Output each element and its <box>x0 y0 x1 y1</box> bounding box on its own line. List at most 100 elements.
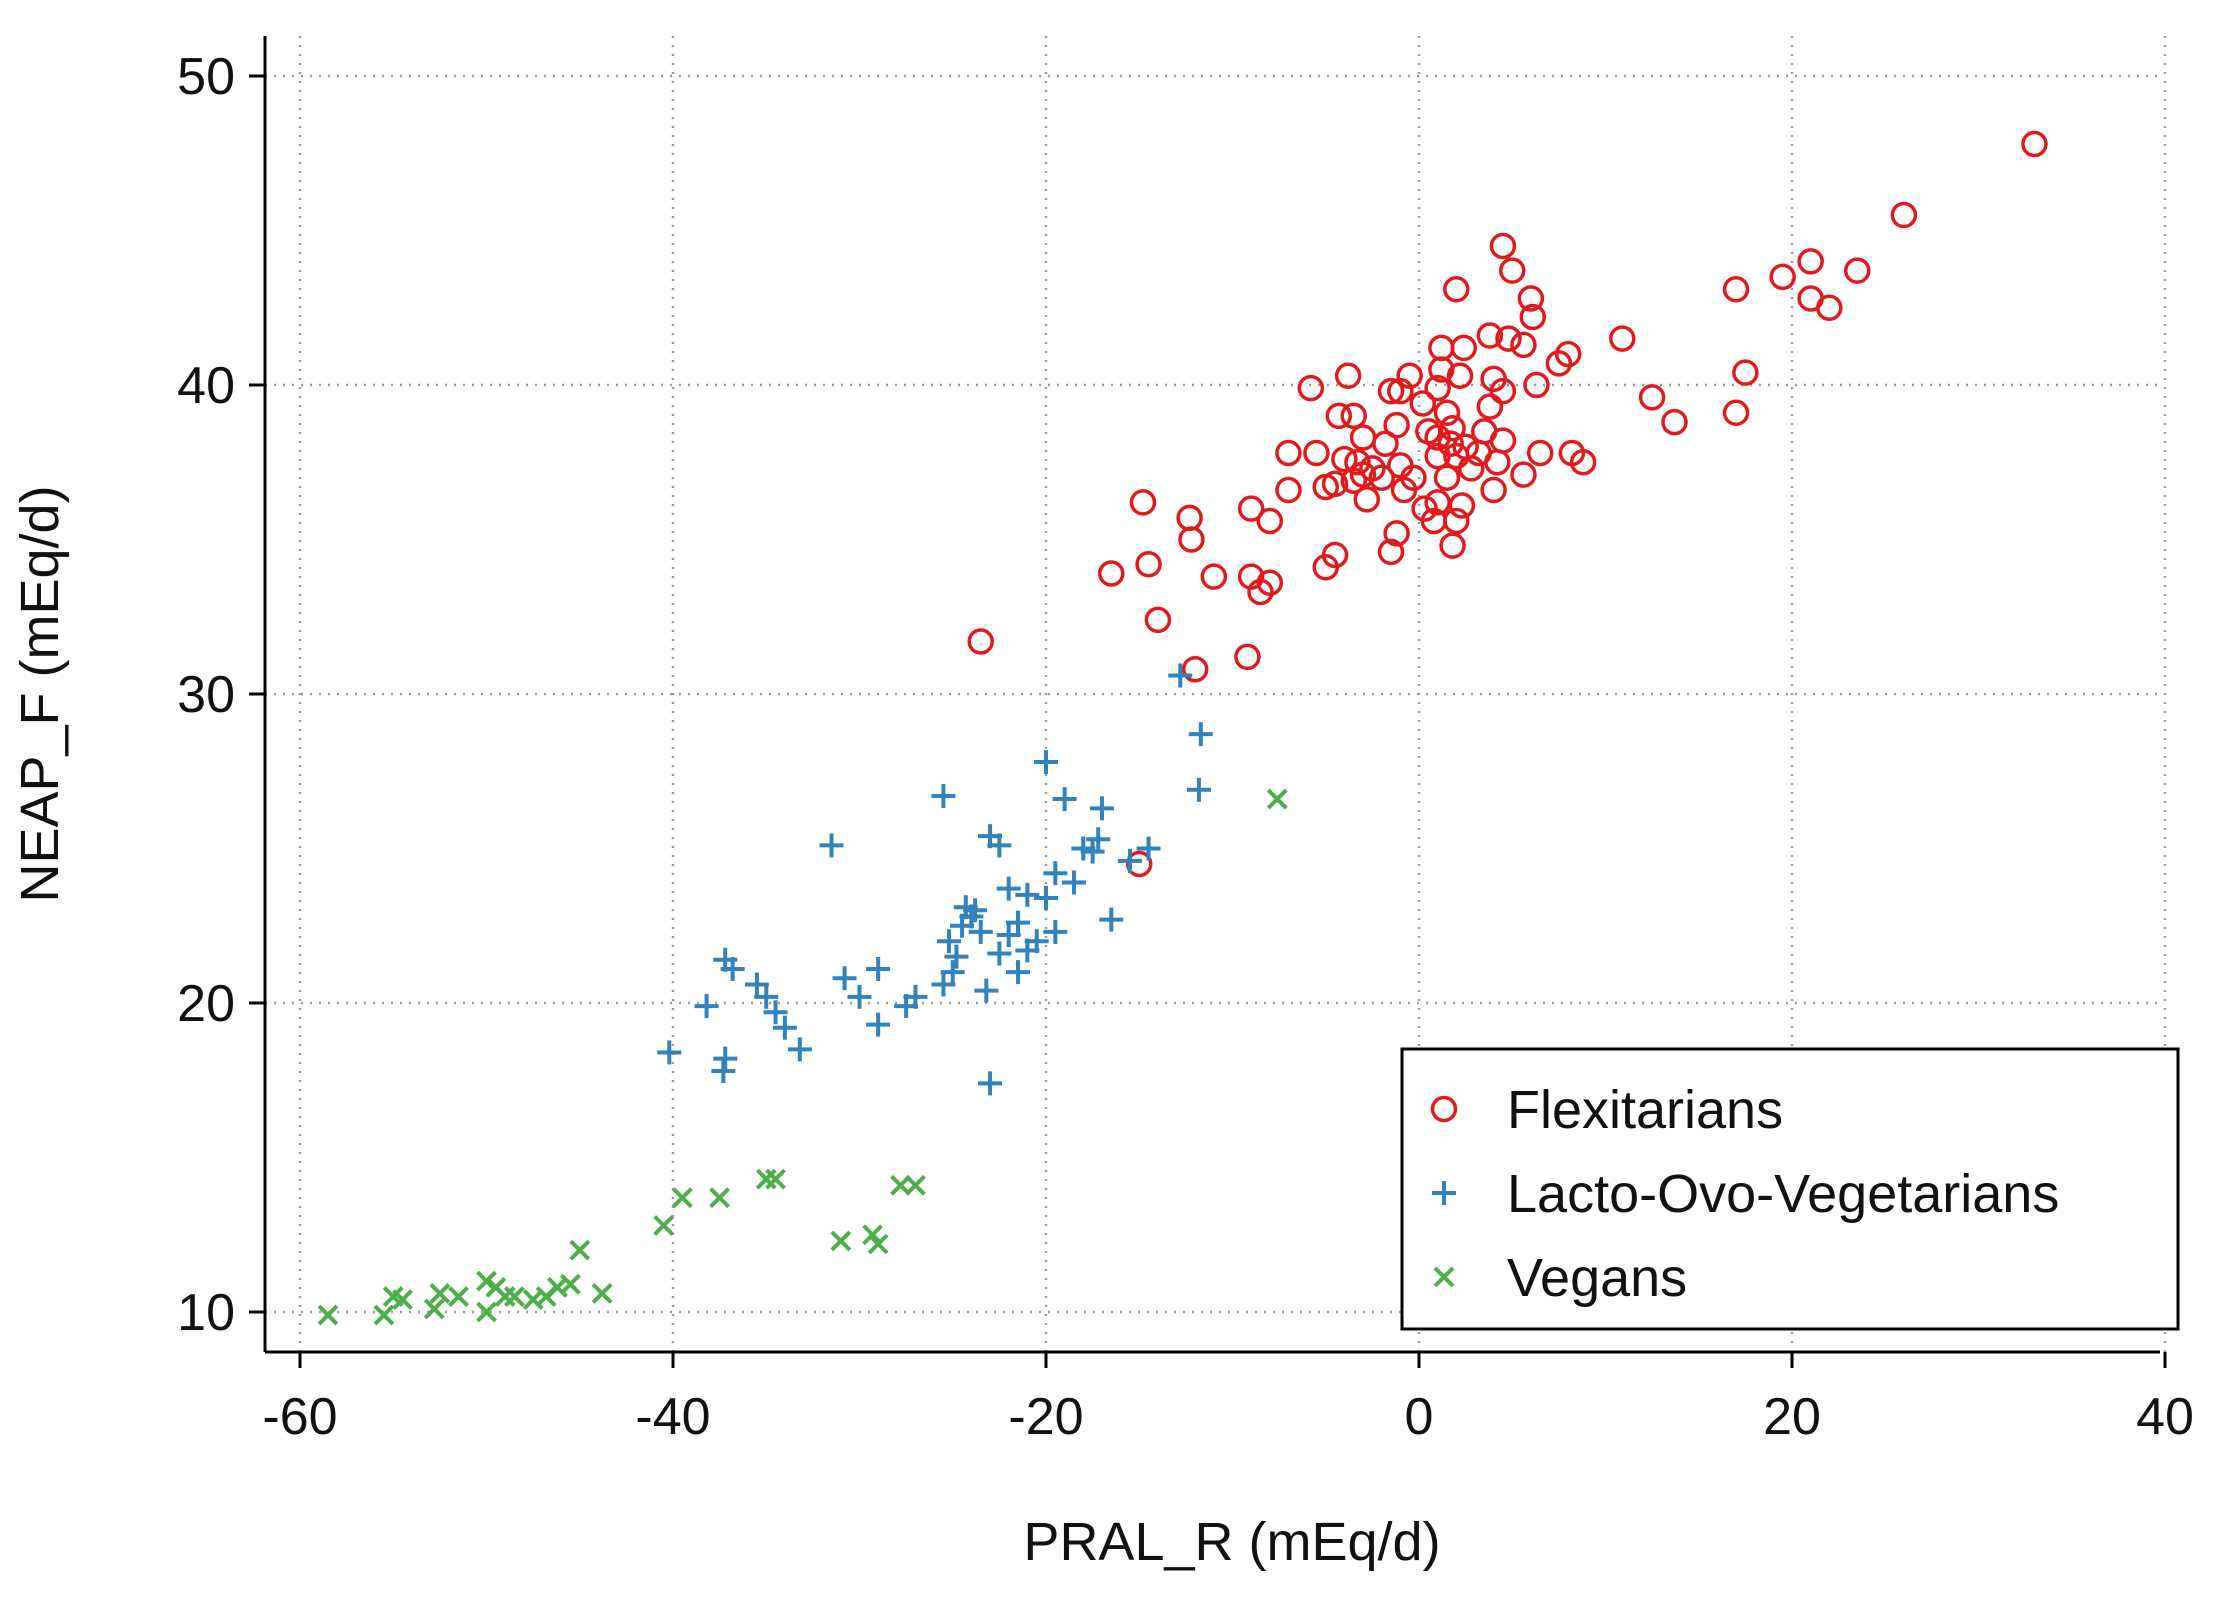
data-point <box>862 1224 883 1246</box>
data-point <box>1554 340 1582 368</box>
data-point <box>1200 563 1228 590</box>
data-point <box>1061 870 1086 895</box>
data-point <box>1526 439 1554 467</box>
y-tick-label: 30 <box>177 666 235 724</box>
data-point <box>1377 377 1405 405</box>
x-tick-label: -60 <box>262 1388 337 1446</box>
data-point <box>1340 467 1367 495</box>
data-point <box>1415 418 1442 445</box>
data-point <box>1089 796 1114 821</box>
data-point <box>1609 325 1636 352</box>
data-point <box>476 1270 497 1292</box>
x-tick-label: 40 <box>2136 1388 2194 1446</box>
data-point <box>832 966 857 991</box>
data-point <box>1510 331 1537 359</box>
data-point <box>423 1298 445 1320</box>
legend-marker <box>1433 1266 1455 1288</box>
data-point <box>382 1286 404 1307</box>
legend-label: Lacto-Ovo-Vegetarians <box>1507 1164 2059 1224</box>
data-point <box>1071 836 1096 861</box>
x-tick-label: -20 <box>1008 1388 1083 1446</box>
data-point <box>1297 374 1325 402</box>
data-point <box>937 929 962 954</box>
data-point <box>1387 452 1414 479</box>
data-point <box>890 1174 911 1196</box>
data-point <box>1661 408 1688 436</box>
data-point <box>713 947 738 972</box>
data-point <box>1844 257 1871 284</box>
data-point <box>1353 486 1381 513</box>
data-point <box>1181 656 1209 683</box>
x-tick-label: 20 <box>1763 1388 1821 1446</box>
data-point <box>1409 390 1436 417</box>
x-tick-label: -40 <box>635 1388 710 1446</box>
data-point <box>1006 910 1031 935</box>
data-point <box>1797 248 1824 275</box>
data-point <box>1117 848 1142 873</box>
data-point <box>1043 919 1068 944</box>
data-point <box>1266 788 1288 810</box>
data-point <box>1489 232 1517 260</box>
data-point <box>1424 374 1451 402</box>
data-point <box>1188 722 1213 747</box>
data-point <box>1433 399 1461 427</box>
data-point <box>1722 275 1750 303</box>
data-point <box>429 1283 451 1304</box>
data-point <box>1186 777 1211 802</box>
legend-label: Vegans <box>1507 1248 1687 1308</box>
data-point <box>373 1304 395 1326</box>
data-point <box>1234 643 1261 671</box>
data-point <box>1411 495 1438 522</box>
legend-item: Flexitarians <box>1430 1080 1783 1140</box>
data-point <box>1144 606 1172 634</box>
data-point <box>1275 476 1302 504</box>
data-point <box>1126 850 1153 878</box>
data-point <box>1495 325 1522 352</box>
data-point <box>1086 827 1111 852</box>
data-point <box>1015 938 1040 963</box>
data-point <box>1312 473 1339 501</box>
data-point <box>657 1040 682 1065</box>
data-point <box>987 941 1012 966</box>
data-point <box>317 1304 339 1326</box>
data-point <box>931 783 956 808</box>
grid <box>265 36 2167 1352</box>
legend-box <box>1400 1047 2180 1331</box>
legend-label: Flexitarians <box>1507 1080 1783 1140</box>
data-point <box>569 1239 591 1261</box>
data-point <box>653 1215 675 1236</box>
data-point <box>1517 285 1545 312</box>
data-point <box>1325 402 1353 430</box>
data-point <box>847 984 872 1009</box>
data-point <box>1043 861 1068 886</box>
data-point <box>1480 476 1507 504</box>
data-point <box>1424 442 1451 470</box>
data-point <box>755 1168 777 1190</box>
data-point <box>1176 504 1203 532</box>
data-point <box>772 1015 797 1040</box>
data-point <box>754 984 779 1009</box>
data-point <box>950 913 975 938</box>
data-point <box>1129 489 1157 516</box>
data-point <box>1433 464 1461 491</box>
data-point <box>1769 263 1796 291</box>
legend-marker <box>1430 1095 1458 1123</box>
data-point <box>978 1071 1003 1096</box>
legend-marker <box>1432 1181 1456 1205</box>
data-point <box>830 1230 852 1252</box>
data-point <box>1428 334 1455 362</box>
y-tick-label: 20 <box>177 975 235 1033</box>
y-tick-label: 40 <box>177 357 235 415</box>
data-point <box>1446 362 1474 389</box>
data-point <box>1099 907 1124 932</box>
data-point <box>1340 402 1367 430</box>
data-point <box>1452 433 1479 461</box>
data-point <box>1237 563 1265 590</box>
data-point <box>1034 749 1058 774</box>
data-point <box>1006 960 1031 985</box>
data-point <box>1439 532 1466 559</box>
data-point <box>1256 569 1284 597</box>
data-point <box>1510 461 1537 488</box>
data-point <box>1480 365 1507 393</box>
